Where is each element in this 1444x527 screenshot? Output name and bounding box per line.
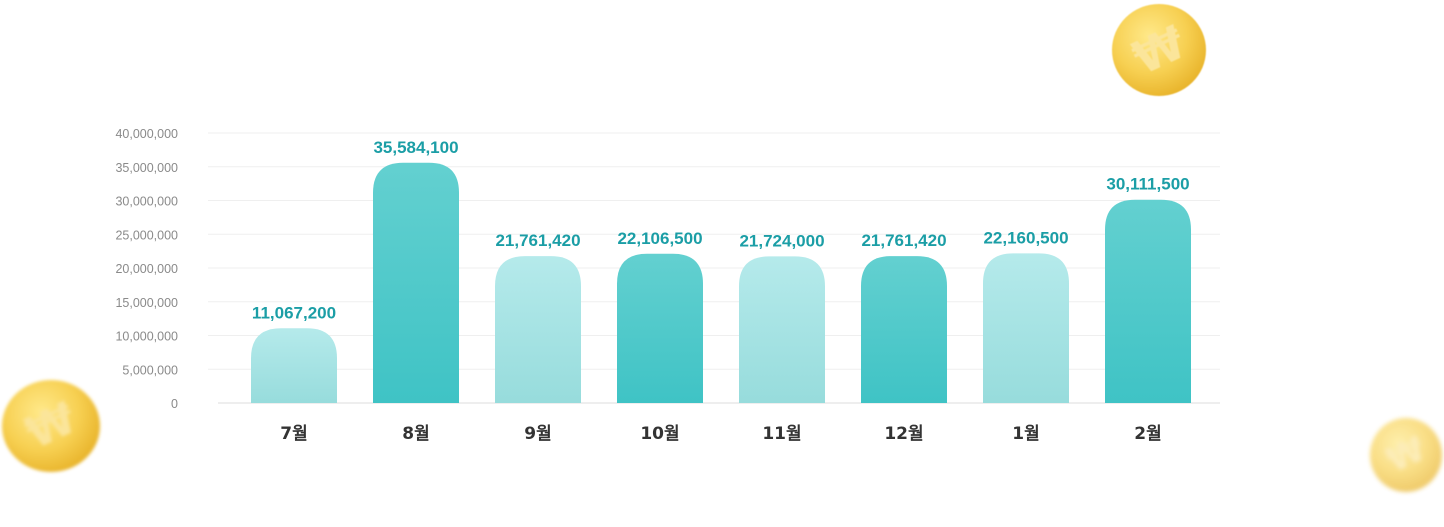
bar-5 bbox=[861, 256, 947, 403]
bar-7 bbox=[1105, 199, 1191, 403]
bar-2 bbox=[495, 256, 581, 403]
y-tick-label: 30,000,000 bbox=[115, 195, 178, 209]
coin-icon: ₩ bbox=[1112, 4, 1206, 96]
data-label: 21,724,000 bbox=[739, 231, 824, 250]
y-tick-label: 10,000,000 bbox=[115, 330, 178, 344]
data-label: 22,106,500 bbox=[617, 229, 702, 248]
x-category-label: 8월 bbox=[402, 424, 429, 444]
y-tick-label: 15,000,000 bbox=[115, 296, 178, 310]
x-category-label: 9월 bbox=[524, 424, 551, 444]
data-label: 21,761,420 bbox=[495, 231, 580, 250]
data-label: 35,584,100 bbox=[373, 138, 458, 157]
y-tick-label: 40,000,000 bbox=[115, 127, 178, 141]
x-category-label: 2월 bbox=[1134, 424, 1161, 444]
x-category-label: 10월 bbox=[640, 424, 679, 444]
y-tick-label: 20,000,000 bbox=[115, 262, 178, 276]
y-tick-label: 5,000,000 bbox=[122, 363, 178, 377]
x-category-label: 7월 bbox=[280, 424, 307, 444]
x-category-label: 12월 bbox=[884, 424, 923, 444]
bar-1 bbox=[373, 162, 459, 403]
coin-icon: ₩ bbox=[1370, 418, 1442, 492]
bar-0 bbox=[251, 328, 337, 403]
data-label: 30,111,500 bbox=[1106, 175, 1189, 194]
x-category-label: 11월 bbox=[762, 424, 801, 444]
data-label: 22,160,500 bbox=[983, 228, 1068, 247]
bar-6 bbox=[983, 253, 1069, 403]
y-tick-label: 0 bbox=[171, 397, 178, 411]
y-tick-label: 35,000,000 bbox=[115, 161, 178, 175]
data-label: 11,067,200 bbox=[252, 303, 336, 322]
bar-4 bbox=[739, 256, 825, 403]
x-category-label: 1월 bbox=[1012, 424, 1039, 444]
data-label: 21,761,420 bbox=[861, 231, 946, 250]
bar-3 bbox=[617, 253, 703, 403]
coin-icon: ₩ bbox=[2, 380, 100, 472]
y-tick-label: 25,000,000 bbox=[115, 228, 178, 242]
